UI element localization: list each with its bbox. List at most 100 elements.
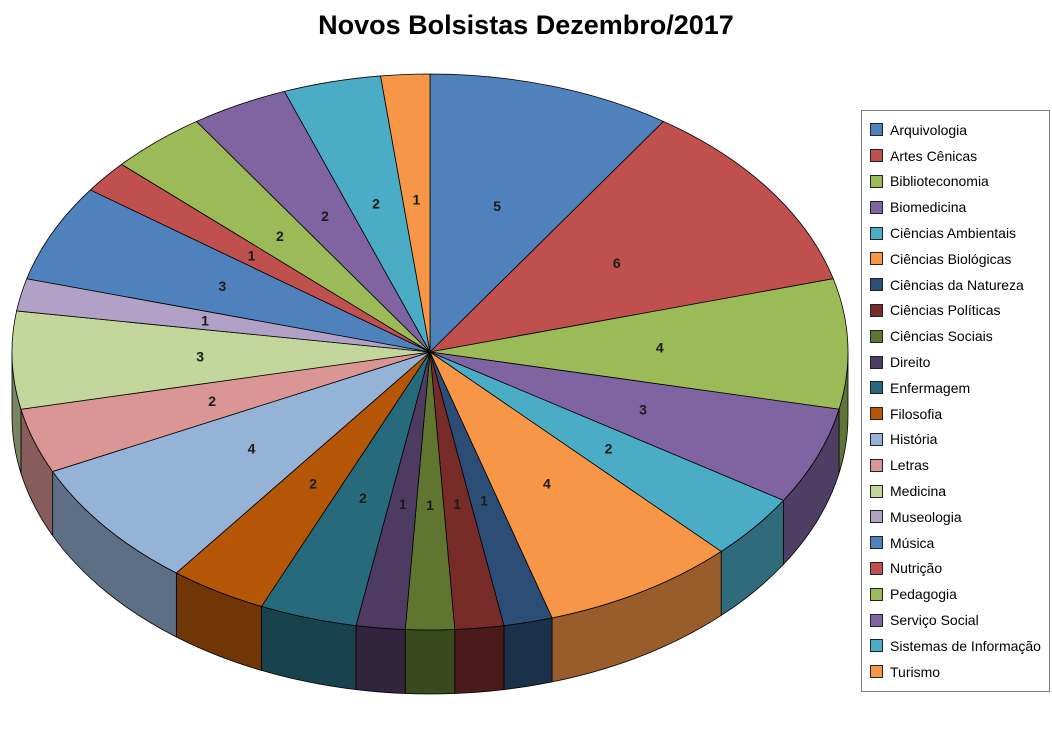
legend-item: Direito <box>870 349 1045 375</box>
legend-item: Biblioteconomia <box>870 169 1045 195</box>
slice-value-label: 6 <box>613 255 621 271</box>
slice-value-label: 5 <box>493 198 501 214</box>
legend-swatch <box>870 510 883 524</box>
legend-swatch <box>870 123 883 137</box>
slice-value-label: 2 <box>605 440 613 456</box>
pie-slice <box>429 350 722 619</box>
legend-item: Filosofia <box>870 401 1045 427</box>
slice-value-label: 1 <box>426 497 434 513</box>
legend-item: Turismo <box>870 659 1045 685</box>
slice-value-label: 2 <box>321 208 329 224</box>
legend-label: Biomedicina <box>890 199 967 216</box>
pie-slice <box>26 189 431 353</box>
slice-value-label: 3 <box>639 402 647 418</box>
legend-label: Sistemas de Informação <box>890 637 1041 654</box>
legend-label: Nutrição <box>890 560 943 577</box>
legend-swatch <box>870 665 883 679</box>
legend-item: Biomedicina <box>870 194 1045 220</box>
slice-value-label: 1 <box>413 191 421 207</box>
legend-label: Ciências Políticas <box>890 302 1001 319</box>
chart-title: Novos Bolsistas Dezembro/2017 <box>318 10 734 40</box>
legend-item: Enfermagem <box>870 375 1045 401</box>
pie-slice <box>429 73 665 353</box>
slice-value-label: 2 <box>309 476 317 492</box>
slice-value-label: 1 <box>453 496 461 512</box>
legend-swatch <box>870 407 883 421</box>
legend-label: Turismo <box>890 663 941 680</box>
legend-swatch <box>870 587 883 601</box>
legend-swatch <box>870 252 883 266</box>
legend-swatch <box>870 174 883 188</box>
legend-item: Nutrição <box>870 556 1045 582</box>
legend-item: Ciências Sociais <box>870 323 1045 349</box>
legend-swatch <box>870 381 883 395</box>
slice-value-label: 2 <box>276 228 284 244</box>
slice-value-label: 1 <box>248 248 256 264</box>
legend-item: Música <box>870 530 1045 556</box>
legend-swatch <box>870 278 883 292</box>
legend-item: Museologia <box>870 504 1045 530</box>
legend-label: Medicina <box>890 483 947 500</box>
legend-label: Biblioteconomia <box>890 173 989 190</box>
legend-swatch <box>870 536 883 550</box>
pie-slice <box>429 278 849 410</box>
slice-value-label: 2 <box>208 393 216 409</box>
legend-label: Ciências Sociais <box>890 328 993 345</box>
pie-slice-side <box>404 629 456 695</box>
legend-label: Serviço Social <box>890 612 979 629</box>
legend-label: Letras <box>890 457 929 474</box>
legend-swatch <box>870 226 883 240</box>
legend-item: Arquivologia <box>870 117 1045 143</box>
legend-item: Ciências Políticas <box>870 298 1045 324</box>
legend-label: Pedagogia <box>890 586 957 603</box>
legend-label: Museologia <box>890 508 962 525</box>
legend-swatch <box>870 639 883 653</box>
slice-value-label: 1 <box>399 496 407 512</box>
slice-value-label: 1 <box>480 493 488 509</box>
slice-value-label: 3 <box>219 278 227 294</box>
pie-slice <box>428 120 834 353</box>
slice-value-label: 2 <box>372 195 380 211</box>
legend-label: Música <box>890 534 935 551</box>
pie-slice <box>380 73 431 353</box>
legend-label: Enfermagem <box>890 379 971 396</box>
legend-item: Medicina <box>870 478 1045 504</box>
legend-item: Pedagogia <box>870 581 1045 607</box>
legend-label: Direito <box>890 354 931 371</box>
legend-label: Ciências da Natureza <box>890 276 1024 293</box>
legend-item: Sistemas de Informação <box>870 633 1045 659</box>
legend-swatch <box>870 484 883 498</box>
legend-item: Letras <box>870 452 1045 478</box>
pie-slice <box>11 310 431 410</box>
legend-label: Ciências Biológicas <box>890 250 1012 267</box>
slice-value-label: 1 <box>201 313 209 329</box>
legend: Arquivologia Artes Cênicas Biblioteconomia… <box>861 110 1050 692</box>
slice-value-label: 4 <box>248 440 256 456</box>
pie-slice-side <box>503 617 553 691</box>
legend-label: História <box>890 431 938 448</box>
pie-slice <box>51 351 431 574</box>
slice-value-label: 4 <box>656 340 664 356</box>
legend-swatch <box>870 561 883 575</box>
slice-value-label: 3 <box>196 349 204 365</box>
pie-slice <box>429 351 840 501</box>
slice-value-label: 4 <box>543 476 551 492</box>
legend-swatch <box>870 613 883 627</box>
legend-label: Arquivologia <box>890 121 968 138</box>
legend-item: Serviço Social <box>870 607 1045 633</box>
legend-item: Ciências Ambientais <box>870 220 1045 246</box>
legend-item: Ciências Biológicas <box>870 246 1045 272</box>
legend-item: Artes Cênicas <box>870 143 1045 169</box>
legend-label: Ciências Ambientais <box>890 225 1017 242</box>
legend-swatch <box>870 432 883 446</box>
legend-item: Ciências da Natureza <box>870 272 1045 298</box>
pie-slice-side <box>454 625 505 694</box>
legend-label: Artes Cênicas <box>890 147 978 164</box>
legend-swatch <box>870 329 883 343</box>
legend-swatch <box>870 303 883 317</box>
pie-slice-side <box>355 625 406 694</box>
legend-swatch <box>870 149 883 163</box>
legend-item: História <box>870 427 1045 453</box>
